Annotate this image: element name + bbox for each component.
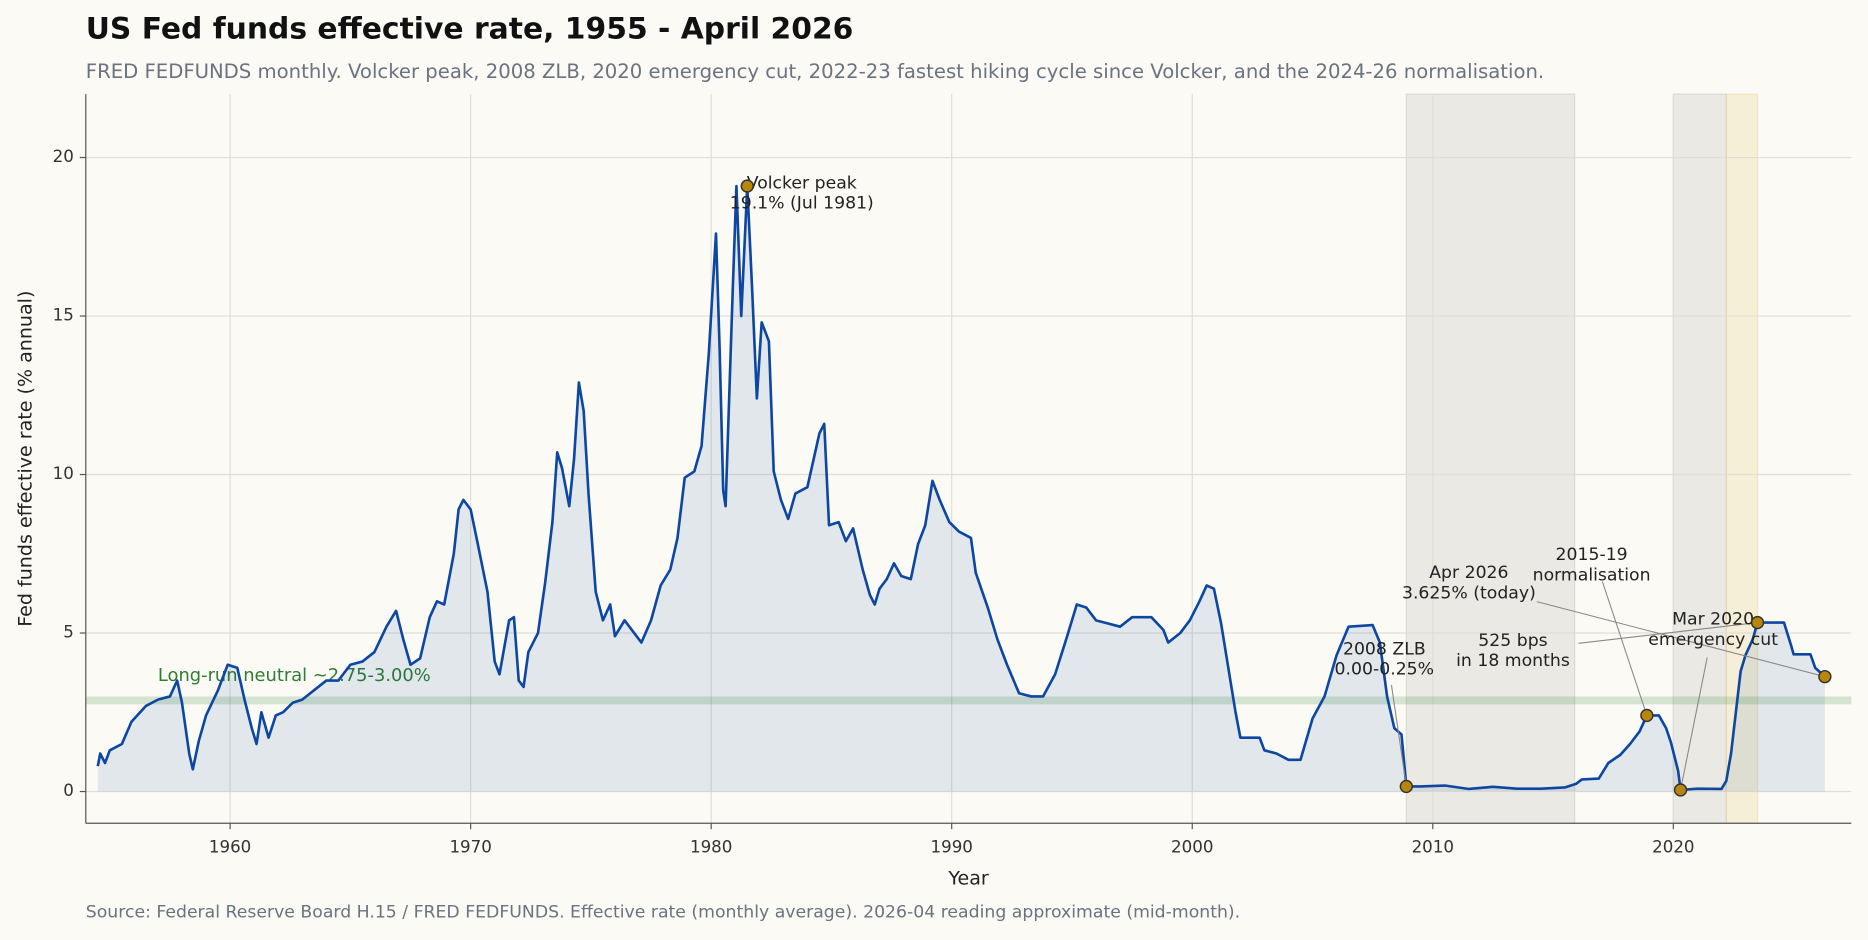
neutral-band (85, 696, 1852, 705)
annotation-connector (1680, 657, 1708, 791)
x-tick-label: 1970 (449, 838, 491, 857)
x-tick-label: 2020 (1652, 838, 1694, 857)
annotation-line: Mar 2020 (1672, 610, 1754, 630)
annotation: 2008 ZLB 0.00-0.25% (1335, 639, 1435, 679)
annotation-connector (1390, 684, 1407, 787)
annotation: Apr 2026 3.625% (today) (1402, 563, 1536, 603)
highlight-marker (1673, 783, 1688, 797)
annotation-line: 525 bps (1478, 631, 1547, 651)
highlight-marker (1399, 779, 1413, 794)
y-tick-label: 0 (63, 781, 74, 800)
y-tick-label: 10 (53, 464, 74, 483)
highlight-marker (1640, 708, 1654, 723)
annotation-line: 0.00-0.25% (1335, 660, 1435, 680)
chart-subtitle: FRED FEDFUNDS monthly. Volcker peak, 200… (86, 60, 1544, 83)
x-tick-label: 1980 (690, 838, 732, 857)
annotation: 525 bps in 18 months (1456, 631, 1570, 671)
highlight-marker (740, 179, 754, 193)
annotation-line: 2008 ZLB (1343, 639, 1426, 659)
x-tick-label: 2000 (1171, 838, 1213, 857)
shaded-period (1405, 93, 1576, 824)
highlight-marker (1818, 669, 1832, 684)
annotation-line: 2015-19 (1556, 545, 1628, 565)
series-line (96, 184, 1826, 792)
source-note: Source: Federal Reserve Board H.15 / FRE… (86, 903, 1240, 923)
series-area (97, 186, 1825, 792)
x-tick-label: 1990 (931, 838, 973, 857)
y-axis-label: Fed funds effective rate (% annual) (15, 291, 37, 627)
y-tick-label: 5 (63, 623, 74, 642)
shaded-period (1672, 93, 1727, 824)
y-tick-label: 20 (53, 147, 74, 166)
annotation-line: Volcker peak (747, 173, 857, 193)
shaded-period (1725, 93, 1759, 824)
annotation-line: normalisation (1533, 565, 1651, 585)
x-tick-label: 2010 (1412, 838, 1454, 857)
highlight-marker (1750, 615, 1765, 630)
annotation: 2015-19 normalisation (1533, 545, 1651, 585)
annotation-line: in 18 months (1456, 651, 1570, 671)
annotation: Mar 2020 emergency cut (1648, 610, 1778, 650)
annotation-connector (1536, 601, 1825, 678)
annotation-connector (1578, 622, 1758, 644)
x-axis-label: Year (947, 868, 988, 890)
y-tick-label: 15 (53, 306, 74, 325)
annotation-line: 3.625% (today) (1402, 583, 1536, 603)
chart-title: US Fed funds effective rate, 1955 - Apri… (86, 11, 854, 46)
annotation-connector (1601, 581, 1648, 716)
x-tick-label: 1960 (209, 838, 251, 857)
annotation-line: 19.1% (Jul 1981) (730, 194, 874, 214)
annotation-line: emergency cut (1648, 630, 1778, 650)
annotation-line: Apr 2026 (1429, 563, 1508, 583)
annotation: Volcker peak 19.1% (Jul 1981) (730, 173, 874, 213)
